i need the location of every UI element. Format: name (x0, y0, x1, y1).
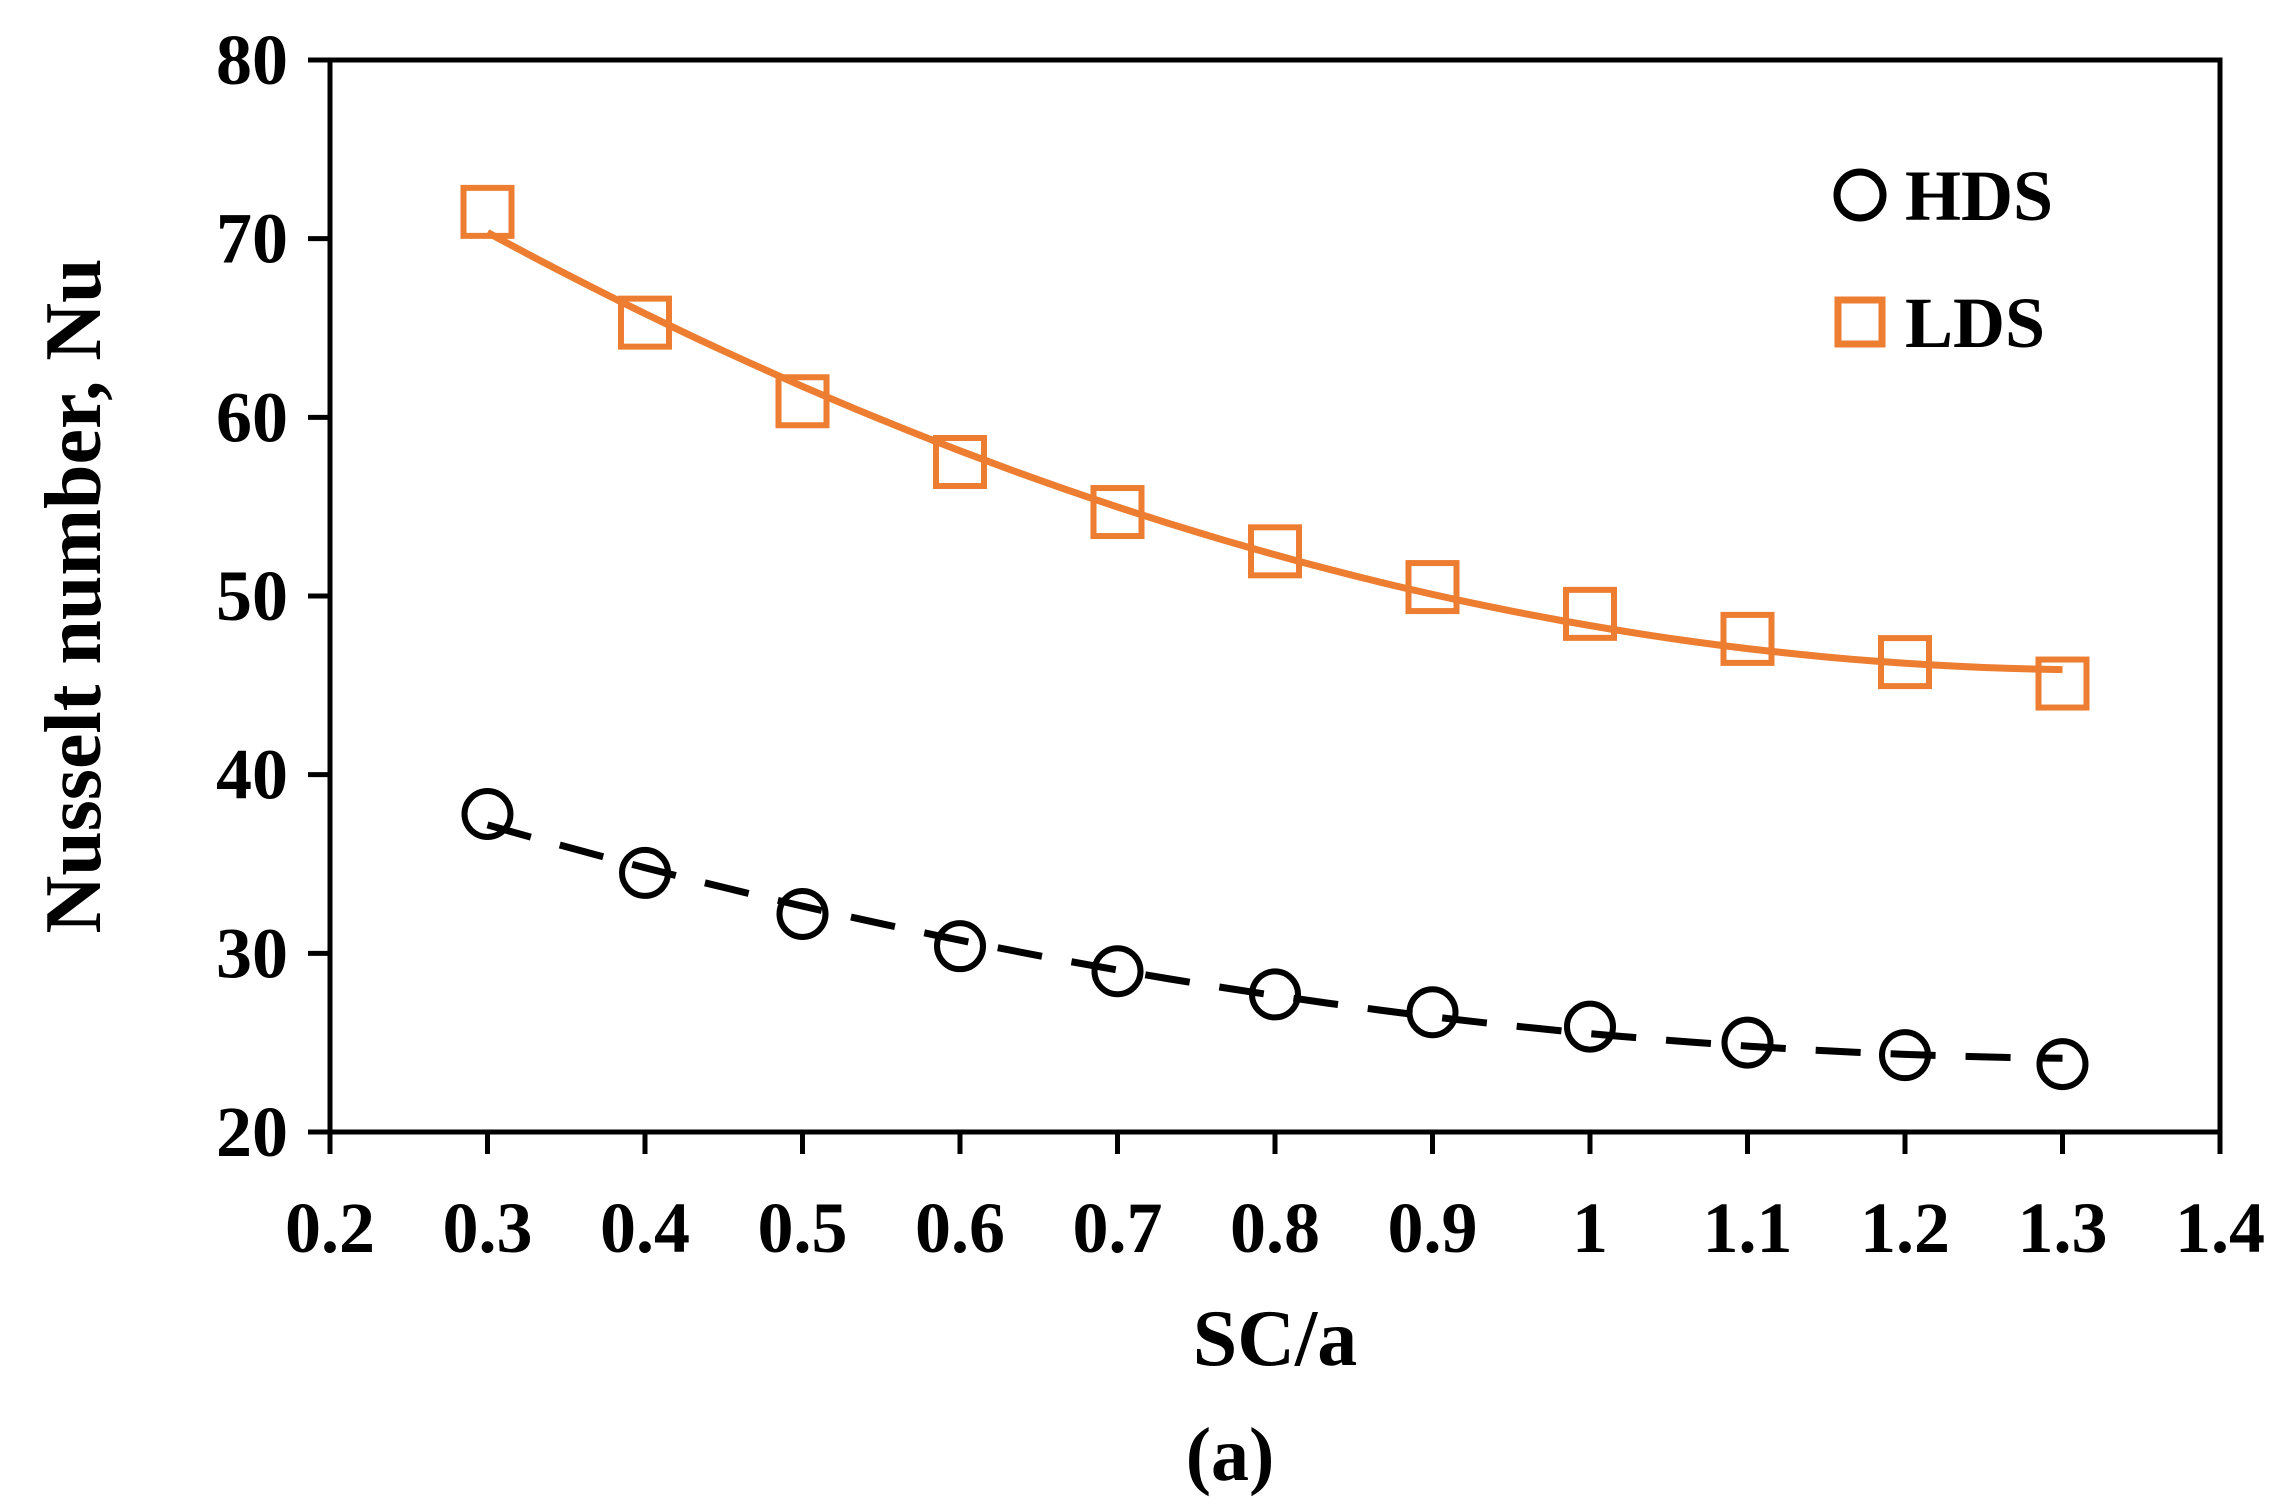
data-markers (460, 184, 2090, 1091)
point-hds (461, 787, 514, 840)
point-lds (2035, 656, 2090, 711)
x-tick-label: 0.3 (443, 1188, 533, 1268)
legend-lds-marker (1834, 296, 1886, 348)
x-tick-label: 0.2 (285, 1188, 375, 1268)
trendline-lds (485, 229, 2063, 674)
x-axis-ticks: 0.2 0.3 0.4 0.5 0.6 0.7 0.8 0.9 1 1.1 1.2 1.3 1.4 (285, 1132, 2265, 1268)
point-lds (460, 184, 515, 239)
legend-hds-label: HDS (1905, 156, 2053, 236)
trendlines (485, 229, 2063, 1062)
x-tick-label: 0.4 (600, 1188, 690, 1268)
x-tick-label: 0.9 (1388, 1188, 1478, 1268)
point-hds (619, 846, 671, 899)
trendline-hds (486, 821, 2063, 1062)
point-hds (776, 888, 829, 941)
y-tick-label: 80 (216, 20, 288, 100)
point-hds (1564, 1000, 1616, 1053)
point-hds (2036, 1038, 2089, 1091)
point-lds (1878, 635, 1932, 690)
legend-hds-marker (1833, 168, 1887, 222)
point-hds (1721, 1016, 1774, 1069)
y-tick-label: 50 (216, 556, 288, 636)
point-lds (1405, 560, 1460, 615)
legend-lds-label: LDS (1905, 283, 2045, 363)
x-tick-label: 1.1 (1703, 1188, 1793, 1268)
y-tick-label: 30 (216, 913, 288, 993)
point-lds (618, 295, 672, 350)
y-tick-label: 70 (216, 199, 288, 279)
x-tick-label: 0.8 (1230, 1188, 1320, 1268)
y-tick-label: 60 (216, 377, 288, 457)
point-lds (1248, 524, 1302, 579)
point-hds (1879, 1029, 1931, 1082)
x-axis-title: SC/a (1193, 1295, 1358, 1383)
point-hds (1249, 968, 1301, 1021)
x-tick-label: 1.4 (2175, 1188, 2265, 1268)
x-tick-label: 1.3 (2018, 1188, 2108, 1268)
y-tick-label: 40 (216, 735, 288, 815)
legend: HDS LDS (1833, 156, 2053, 363)
point-lds (775, 374, 830, 429)
point-hds (1406, 986, 1459, 1039)
point-hds (1091, 945, 1144, 998)
x-tick-label: 0.6 (915, 1188, 1005, 1268)
x-tick-label: 0.5 (758, 1188, 848, 1268)
figure-caption: (a) (1186, 1413, 1275, 1497)
x-tick-label: 0.7 (1073, 1188, 1163, 1268)
point-lds (933, 435, 987, 489)
point-hds (934, 920, 986, 973)
point-lds (1563, 586, 1617, 641)
y-axis-title: Nusselt number, Nu (30, 259, 118, 934)
x-tick-label: 1.2 (1860, 1188, 1950, 1268)
point-lds (1090, 485, 1145, 540)
point-lds (1720, 611, 1775, 666)
y-tick-label: 20 (216, 1092, 288, 1172)
y-axis-ticks: 20 30 40 50 60 70 80 (216, 20, 330, 1172)
x-tick-label: 1 (1572, 1188, 1608, 1268)
